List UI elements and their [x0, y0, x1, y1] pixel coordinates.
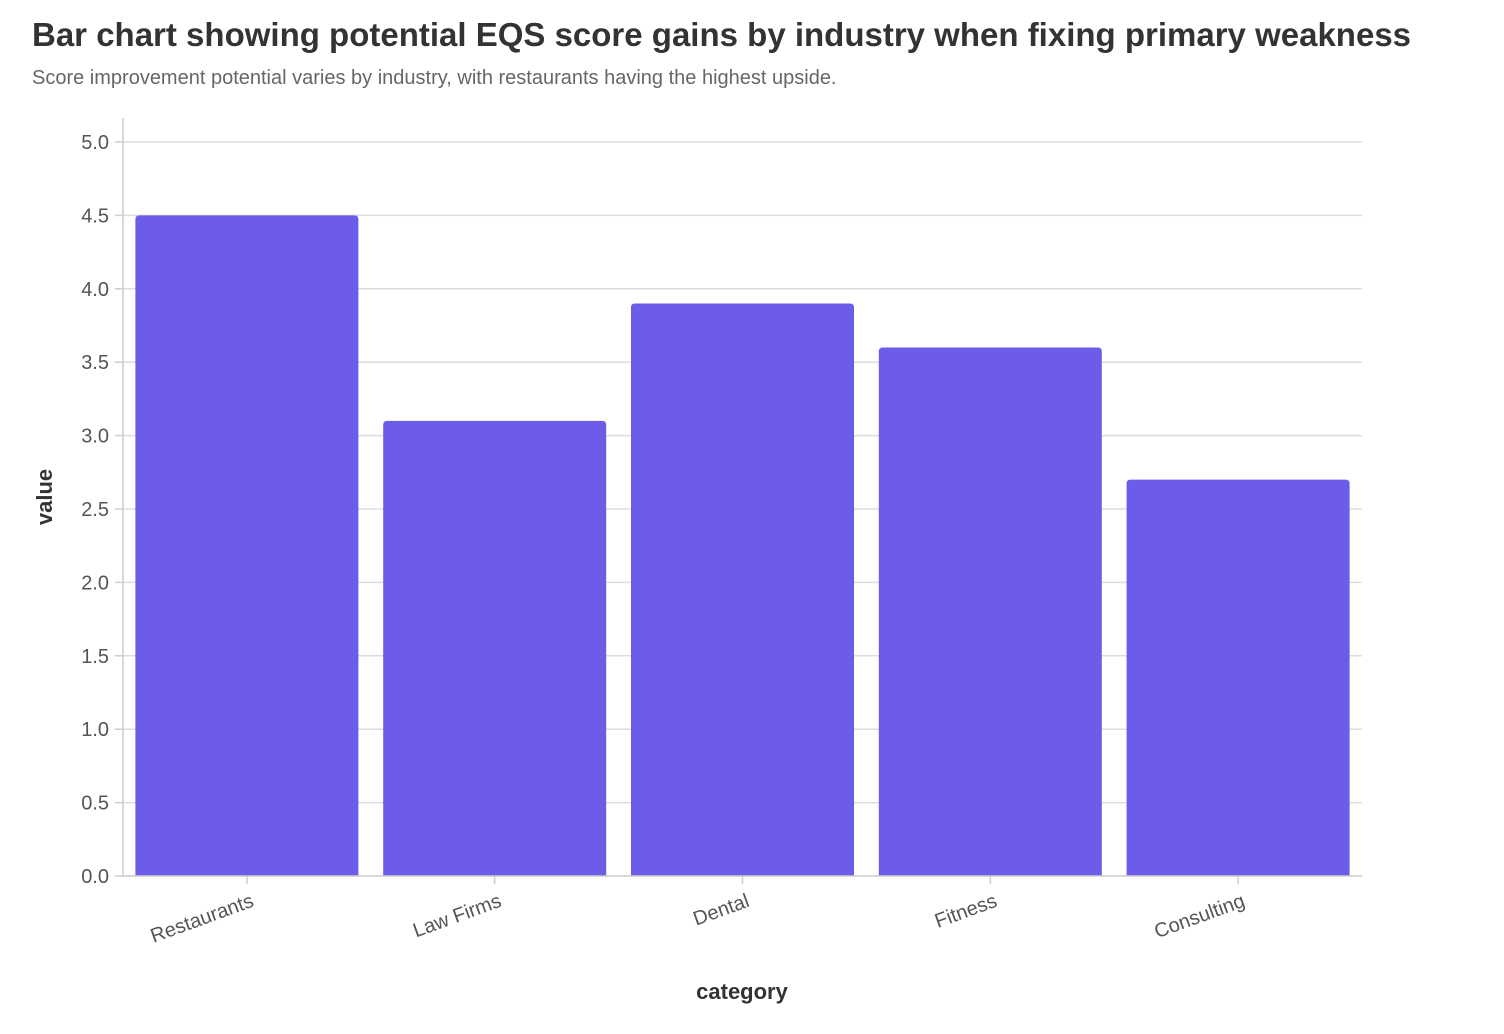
y-tick-label: 4.0 [81, 279, 109, 301]
x-tick-label: Law Firms [410, 890, 504, 942]
y-tick-label: 4.5 [81, 205, 109, 227]
bar-consulting [1126, 479, 1350, 876]
x-tick-label: Restaurants [148, 890, 257, 948]
bar-law-firms [383, 420, 607, 876]
bar-restaurants [135, 215, 359, 876]
bar-dental [630, 303, 855, 877]
y-tick-label: 0.5 [81, 793, 109, 815]
y-tick-label: 1.0 [81, 719, 109, 741]
x-axis-title: category [696, 979, 788, 1004]
y-tick-label: 3.5 [81, 352, 109, 374]
chart-title: Bar chart showing potential EQS score ga… [32, 16, 1412, 53]
axes [115, 118, 1362, 884]
bars [135, 215, 1350, 877]
bar-fitness [878, 347, 1102, 876]
x-tick-labels: Restaurants Law Firms Dental Fitness Consult… [148, 890, 1248, 948]
chart-subtitle: Score improvement potential varies by in… [32, 67, 837, 89]
y-axis-title: value [32, 469, 57, 525]
y-tick-label: 1.5 [81, 646, 109, 668]
y-tick-label: 5.0 [81, 132, 109, 154]
y-tick-labels: 0.0 0.5 1.0 1.5 2.0 2.5 3.0 3.5 4.0 4.5 5.0 [81, 132, 109, 888]
y-tick-label: 2.5 [81, 499, 109, 521]
x-tick-label: Fitness [932, 890, 1000, 933]
y-tick-label: 0.0 [81, 866, 109, 888]
y-tick-label: 3.0 [81, 426, 109, 448]
y-tick-label: 2.0 [81, 572, 109, 594]
x-tick-label: Dental [690, 890, 752, 930]
x-tick-label: Consulting [1151, 890, 1247, 943]
